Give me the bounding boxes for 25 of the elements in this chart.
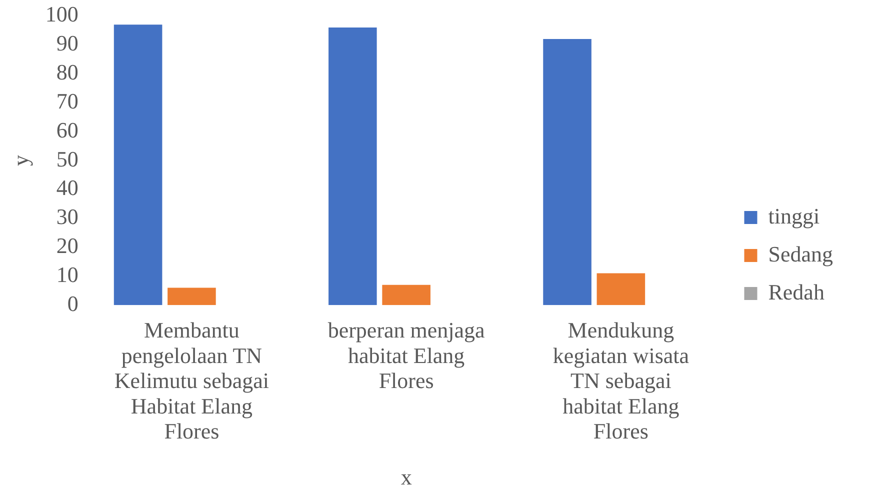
x-tick-label: Membantu pengelolaan TN Kelimutu sebagai Habitat Elang Flores (114, 318, 269, 444)
y-tick-label: 80 (56, 60, 78, 85)
y-tick-label: 90 (56, 30, 78, 56)
legend-label: tinggi (768, 203, 820, 228)
bar (382, 284, 430, 306)
legend-label: Redah (768, 279, 824, 304)
bar (114, 24, 162, 306)
x-tick-label: Mendukung kegiatan wisata TN sebagai habitat Elang Flores (552, 318, 690, 444)
bar (328, 27, 377, 306)
y-tick-label: 0 (67, 290, 78, 316)
y-tick-label: 30 (56, 204, 78, 230)
y-tick-label: 50 (56, 146, 78, 172)
bar (168, 288, 216, 306)
y-axis-title: y (8, 155, 33, 166)
y-tick-label: 40 (56, 175, 78, 200)
x-tick-label: berperan menjaga habitat Elang Flores (328, 318, 486, 394)
y-tick-label: 20 (56, 233, 78, 258)
y-tick-label: 70 (56, 88, 78, 114)
y-tick-label: 100 (45, 2, 78, 27)
x-axis-title: x (400, 464, 412, 490)
bar (543, 39, 592, 306)
y-tick-label: 60 (56, 117, 78, 142)
legend-label: Sedang (768, 241, 833, 266)
y-tick-label: 10 (56, 262, 78, 287)
bar (596, 273, 646, 306)
